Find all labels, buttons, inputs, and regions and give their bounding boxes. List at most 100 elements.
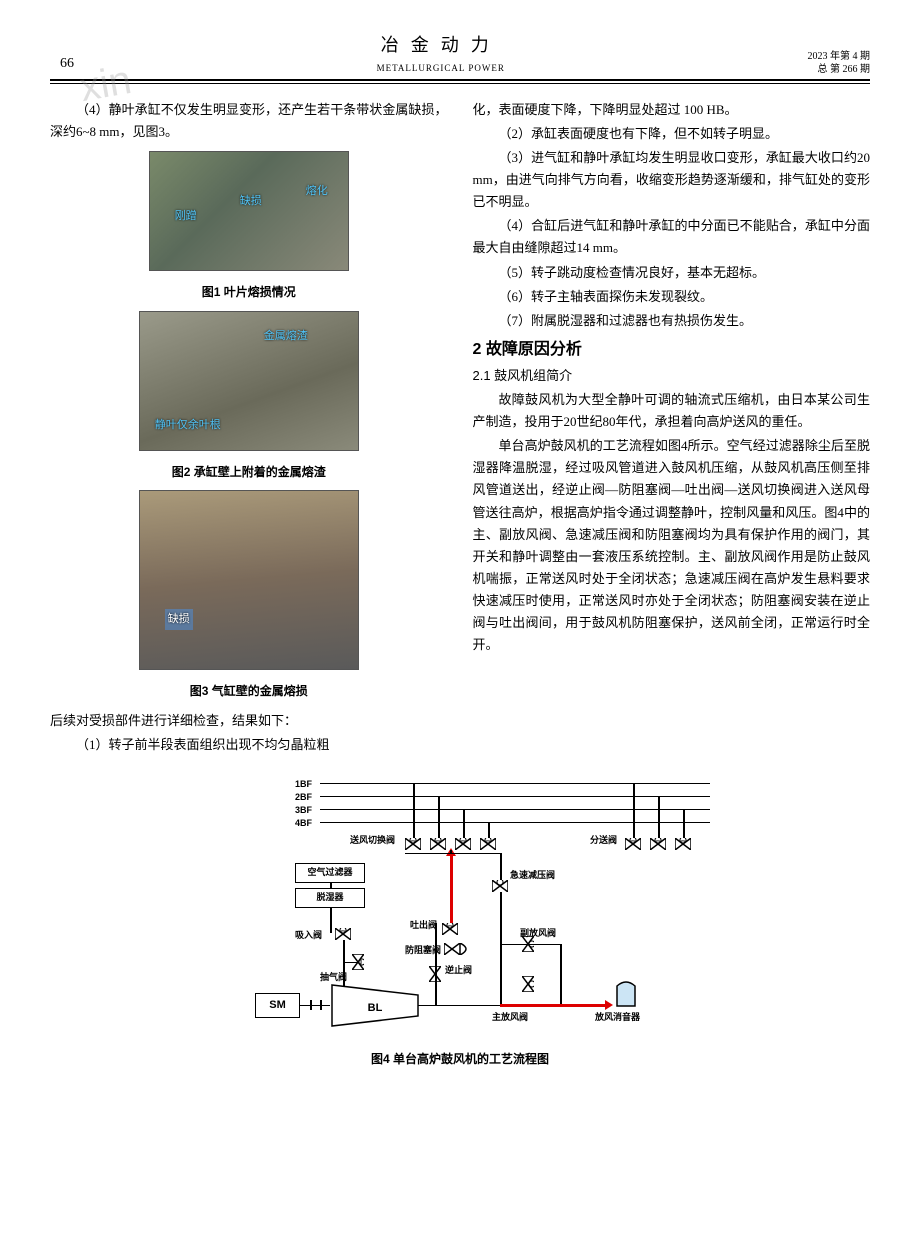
valve-icon: m — [650, 838, 666, 850]
right-para-4: （4）合缸后进气缸和静叶承缸的中分面已不能贴合，承缸中分面最大自由缝隙超过14 … — [473, 215, 871, 259]
page-header: 66 冶金动力 METALLURGICAL POWER 2023 年第 4 期 … — [50, 30, 870, 81]
vline — [435, 923, 437, 1005]
label-4bf: 4BF — [295, 816, 312, 831]
vline — [330, 908, 332, 933]
right-para-1: 化，表面硬度下降，下降明显处超过 100 HB。 — [473, 99, 871, 121]
svg-text:m: m — [461, 838, 465, 843]
valve-icon: m — [625, 838, 641, 850]
line-4bf — [320, 822, 710, 824]
left-column: （4）静叶承缸不仅发生明显变形，还产生若干条带状金属缺损，深约6~8 mm，见图… — [50, 99, 448, 758]
valve-icon: m — [442, 923, 458, 935]
vline — [560, 944, 562, 1005]
label-fensong: 分送阀 — [590, 833, 617, 848]
hline — [300, 1005, 330, 1007]
vline — [658, 796, 660, 838]
label-zhufang: 主放风阀 — [492, 1010, 528, 1025]
silencer-icon — [615, 978, 637, 1008]
hline — [405, 853, 500, 855]
section-2-title: 2 故障原因分析 — [473, 336, 871, 363]
line-2bf — [320, 796, 710, 798]
right-para-6: （6）转子主轴表面探伤未发现裂纹。 — [473, 286, 871, 308]
line-1bf — [320, 783, 710, 785]
figure-2: 金属熔渣 静叶仅余叶根 图2 承缸壁上附着的金属熔渣 — [50, 311, 448, 482]
svg-text:m: m — [486, 838, 490, 843]
fig3-label-1: 缺损 — [165, 609, 193, 630]
vline — [330, 883, 332, 888]
hline — [343, 962, 358, 964]
right-para-5: （5）转子跳动度检查情况良好，基本无超标。 — [473, 262, 871, 284]
fig1-label-3: 熔化 — [306, 182, 328, 201]
valve-icon: m — [405, 838, 421, 850]
vline — [463, 809, 465, 838]
fig1-label-1: 刚蹭 — [175, 207, 197, 226]
right-para-2: （2）承缸表面硬度也有下降，但不如转子明显。 — [473, 123, 871, 145]
left-para-2: 后续对受损部件进行详细检查，结果如下： — [50, 710, 448, 732]
svg-text:m: m — [448, 923, 452, 928]
red-arrow-right — [605, 1000, 613, 1010]
hline — [418, 1005, 503, 1007]
journal-title-en: METALLURGICAL POWER — [74, 61, 808, 76]
figure-1-caption: 图1 叶片熔损情况 — [50, 282, 448, 302]
right-para-3: （3）进气缸和静叶承缸均发生明显收口变形，承缸最大收口约20 mm，由进气向排气… — [473, 147, 871, 213]
vline — [320, 1000, 322, 1010]
vline — [450, 850, 452, 853]
line-3bf — [320, 809, 710, 811]
vline — [683, 809, 685, 838]
process-flow-diagram: 1BF 2BF 3BF 4BF 送风切换阀 分送阀 m m m m m m m … — [210, 778, 710, 1038]
vline — [500, 892, 502, 1005]
label-jisu: 急速减压阀 — [510, 868, 555, 883]
svg-text:m: m — [359, 960, 364, 964]
vline — [310, 1000, 312, 1010]
figure-3-caption: 图3 气缸壁的金属熔损 — [50, 681, 448, 701]
journal-title-block: 冶金动力 METALLURGICAL POWER — [74, 30, 808, 76]
valve-icon: m — [455, 838, 471, 850]
figure-4-caption: 图4 单台高炉鼓风机的工艺流程图 — [50, 1049, 870, 1069]
red-line-up — [450, 853, 453, 923]
figure-3: xin 缺损 图3 气缸壁的金属熔损 — [50, 490, 448, 701]
figure-1-image: 刚蹭 缺损 熔化 — [149, 151, 349, 271]
valve-icon: m — [675, 838, 691, 850]
page-number: 66 — [50, 52, 74, 76]
fig1-label-2: 缺损 — [240, 192, 262, 211]
d-shape-icon — [460, 943, 472, 955]
fig2-label-1: 金属熔渣 — [264, 327, 308, 346]
body-content: （4）静叶承缸不仅发生明显变形，还产生若干条带状金属缺损，深约6~8 mm，见图… — [50, 99, 870, 758]
total-issue: 总 第 266 期 — [808, 63, 871, 76]
valve-icon — [429, 966, 441, 982]
label-fangzuse: 防阻塞阀 — [405, 943, 441, 958]
valve-icon — [444, 943, 460, 955]
journal-title-cn: 冶金动力 — [74, 30, 808, 61]
box-sm: SM — [255, 993, 300, 1018]
label-tuchu: 吐出阀 — [410, 918, 437, 933]
label-fangfeng: 放风消音器 — [595, 1010, 640, 1025]
vline — [633, 783, 635, 838]
figure-2-caption: 图2 承缸壁上附着的金属熔渣 — [50, 462, 448, 482]
figure-3-image: 缺损 — [139, 490, 359, 670]
right-para-7: （7）附属脱湿器和过滤器也有热损伤发生。 — [473, 310, 871, 332]
valve-icon: m — [480, 838, 496, 850]
red-line-right — [500, 1004, 605, 1007]
fig2-label-2: 静叶仅余叶根 — [155, 416, 221, 435]
figure-1: 刚蹭 缺损 熔化 图1 叶片熔损情况 — [50, 151, 448, 302]
svg-text:BL: BL — [368, 1002, 383, 1014]
svg-text:m: m — [631, 838, 635, 843]
hline — [500, 944, 560, 946]
svg-text:m: m — [341, 928, 345, 933]
vline — [500, 853, 502, 880]
label-xiru: 吸入阀 — [295, 928, 322, 943]
compressor-shape: BL — [330, 983, 420, 1028]
svg-text:m: m — [681, 838, 685, 843]
valve-icon — [492, 880, 508, 892]
svg-text:m: m — [411, 838, 415, 843]
section-2-1-title: 2.1 鼓风机组简介 — [473, 365, 871, 387]
box-dehumid: 脱湿器 — [295, 888, 365, 908]
valve-icon: m — [430, 838, 446, 850]
right-column: 化，表面硬度下降，下降明显处超过 100 HB。 （2）承缸表面硬度也有下降，但… — [473, 99, 871, 758]
issue-info: 2023 年第 4 期 总 第 266 期 — [808, 50, 871, 76]
svg-text:m: m — [656, 838, 660, 843]
valve-icon — [522, 976, 534, 992]
label-songfeng: 送风切换阀 — [350, 833, 395, 848]
vline — [488, 822, 490, 838]
figure-4-container: 1BF 2BF 3BF 4BF 送风切换阀 分送阀 m m m m m m m … — [50, 778, 870, 1069]
right-para-8: 故障鼓风机为大型全静叶可调的轴流式压缩机，由日本某公司生产制造，投用于20世纪8… — [473, 389, 871, 433]
